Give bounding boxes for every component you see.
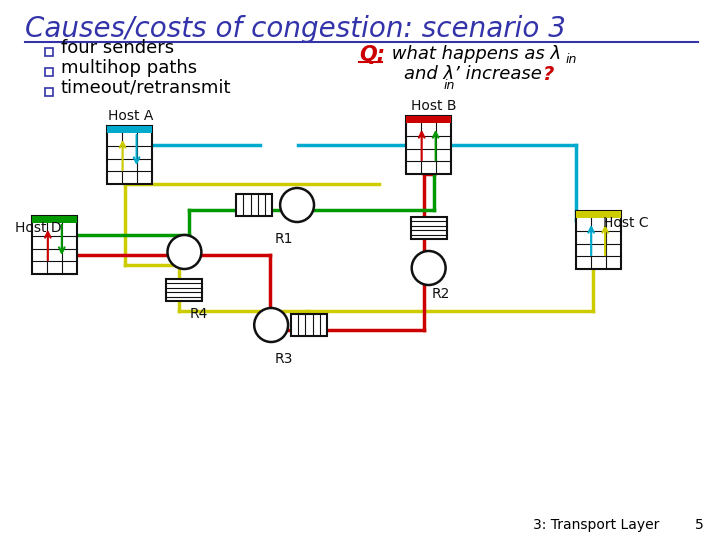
Bar xyxy=(406,116,451,174)
Bar xyxy=(576,211,621,218)
Circle shape xyxy=(280,188,314,222)
Bar xyxy=(45,68,53,76)
Text: Causes/costs of congestion: scenario 3: Causes/costs of congestion: scenario 3 xyxy=(25,15,566,43)
Text: R2: R2 xyxy=(432,287,450,301)
Text: in: in xyxy=(565,53,577,66)
Text: what happens as λ: what happens as λ xyxy=(386,45,561,63)
Text: ?: ? xyxy=(544,65,554,84)
Circle shape xyxy=(412,251,446,285)
Text: Host A: Host A xyxy=(108,109,153,123)
Text: R1: R1 xyxy=(274,232,292,246)
Bar xyxy=(107,126,152,133)
Bar xyxy=(576,211,621,269)
Bar xyxy=(291,314,327,336)
Bar xyxy=(45,48,53,56)
Text: multihop paths: multihop paths xyxy=(60,59,197,77)
Text: R4: R4 xyxy=(189,307,208,321)
Text: Host C: Host C xyxy=(603,216,649,230)
Text: four senders: four senders xyxy=(60,39,174,57)
Bar xyxy=(45,88,53,96)
Text: Q:: Q: xyxy=(359,45,385,65)
Bar xyxy=(410,217,446,239)
Text: 5: 5 xyxy=(695,518,703,532)
Text: in: in xyxy=(444,79,455,92)
Bar xyxy=(166,279,202,301)
Text: timeout/retransmit: timeout/retransmit xyxy=(60,79,231,97)
Bar xyxy=(107,126,152,184)
Bar xyxy=(406,116,451,123)
Bar xyxy=(32,216,77,223)
Bar xyxy=(32,216,77,274)
Text: 3: Transport Layer: 3: Transport Layer xyxy=(534,518,660,532)
Text: Host B: Host B xyxy=(410,99,456,113)
Text: R3: R3 xyxy=(274,352,292,366)
Circle shape xyxy=(254,308,288,342)
Bar xyxy=(236,194,272,216)
Text: Host D: Host D xyxy=(15,221,62,235)
Circle shape xyxy=(168,235,202,269)
Text: and λ’ increase: and λ’ increase xyxy=(404,65,547,83)
